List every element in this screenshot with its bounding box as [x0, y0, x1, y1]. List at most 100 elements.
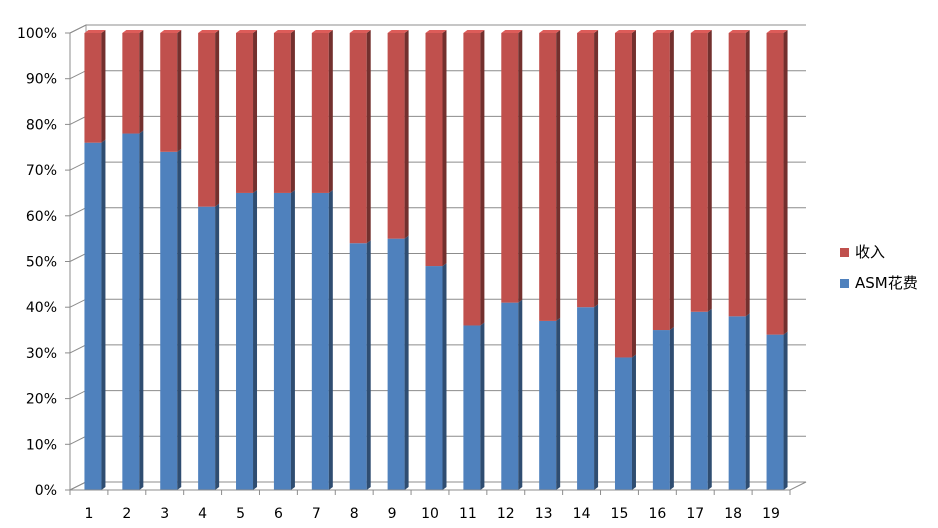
bar-side: [631, 30, 636, 358]
bar-side: [139, 130, 144, 491]
x-tick-label: 2: [122, 506, 131, 522]
bar-side: [177, 148, 182, 490]
bar-segment: [766, 30, 788, 335]
bar-front: [122, 133, 140, 491]
bar-segment: [463, 322, 485, 490]
bar-segment: [501, 299, 523, 490]
bar-front: [387, 33, 405, 239]
bar-top: [463, 30, 485, 33]
bar-front: [425, 33, 443, 267]
bar-top: [273, 30, 295, 33]
bar-segment: [198, 203, 220, 490]
bar-side: [518, 299, 523, 490]
bar-top: [501, 30, 523, 33]
x-tick-label: 10: [421, 506, 439, 522]
x-tick-label: 1: [84, 506, 93, 522]
bar-front: [652, 330, 670, 490]
bar-front: [463, 33, 481, 326]
bar-top: [198, 30, 220, 33]
legend-item: 收入: [840, 243, 885, 261]
bar-side: [631, 354, 636, 490]
bar-top: [728, 30, 750, 33]
bar-segment: [387, 30, 409, 239]
bar-segment: [273, 30, 295, 193]
bar-segment: [84, 139, 106, 490]
bar-side: [139, 30, 144, 134]
bar-segment: [614, 30, 636, 358]
bar-top: [690, 30, 712, 33]
bar-front: [198, 33, 216, 207]
bar-top: [766, 30, 788, 33]
legend: 收入 ASM花费: [840, 243, 918, 292]
x-tick-label: 4: [198, 506, 207, 522]
y-tick-label: 30%: [26, 346, 57, 362]
bar-front: [539, 320, 557, 490]
x-tick-label: 12: [497, 506, 515, 522]
bar-segment: [349, 240, 371, 490]
y-tick-label: 90%: [26, 72, 57, 88]
bar-segment: [236, 30, 258, 193]
bar-segment: [728, 30, 750, 317]
bar-front: [387, 238, 405, 490]
bar-segment: [614, 354, 636, 490]
bar-side: [669, 30, 674, 331]
bar-front: [236, 192, 254, 490]
bar-segment: [84, 30, 106, 143]
x-tick-label: 8: [350, 506, 359, 522]
bar-side: [366, 30, 371, 244]
bar-segment: [690, 308, 712, 490]
bar-series-group: [84, 30, 788, 491]
bar-top: [614, 30, 636, 33]
bar-front: [614, 357, 632, 490]
bar-front: [728, 316, 746, 490]
bar-segment: [349, 30, 371, 244]
bar-front: [501, 302, 519, 490]
bar-side: [594, 30, 599, 308]
bar-side: [556, 30, 561, 321]
bar-front: [728, 33, 746, 317]
bar-top: [236, 30, 258, 33]
bar-side: [290, 189, 295, 490]
bar-side: [328, 189, 333, 490]
bar-side: [669, 327, 674, 490]
bar-top: [122, 30, 144, 33]
y-axis: 0% 10% 20% 30% 40% 50% 60% 70% 80% 90% 100%: [17, 26, 71, 499]
bar-side: [518, 30, 523, 303]
legend-swatch: [840, 248, 849, 257]
x-tick-label: 19: [762, 506, 780, 522]
bar-segment: [690, 30, 712, 312]
bar-side: [366, 240, 371, 490]
bar-segment: [311, 30, 333, 193]
bar-front: [160, 33, 178, 152]
bar-top: [652, 30, 674, 33]
bar-front: [349, 243, 367, 490]
x-tick-label: 18: [724, 506, 742, 522]
bar-segment: [122, 30, 144, 134]
legend-swatch: [840, 279, 849, 288]
bar-top: [84, 30, 106, 33]
x-tick-label: 9: [388, 506, 397, 522]
x-tick-label: 11: [459, 506, 477, 522]
bar-side: [442, 263, 447, 490]
y-tick-label: 100%: [17, 26, 57, 42]
bar-front: [198, 206, 216, 490]
bar-side: [783, 331, 788, 490]
y-tick-label: 20%: [26, 392, 57, 408]
x-tick-label: 17: [686, 506, 704, 522]
bar-front: [349, 33, 367, 244]
bar-front: [311, 192, 329, 490]
bar-segment: [273, 189, 295, 490]
bar-segment: [311, 189, 333, 490]
bar-side: [215, 203, 220, 490]
y-tick-label: 0%: [35, 483, 57, 499]
x-tick-label: 5: [236, 506, 245, 522]
gridline: [69, 24, 806, 34]
bar-side: [253, 189, 258, 490]
y-tick-label: 10%: [26, 437, 57, 453]
x-tick-label: 3: [160, 506, 169, 522]
bar-segment: [577, 304, 599, 490]
bar-side: [404, 235, 409, 490]
bar-side: [745, 313, 750, 490]
bar-segment: [539, 30, 561, 321]
